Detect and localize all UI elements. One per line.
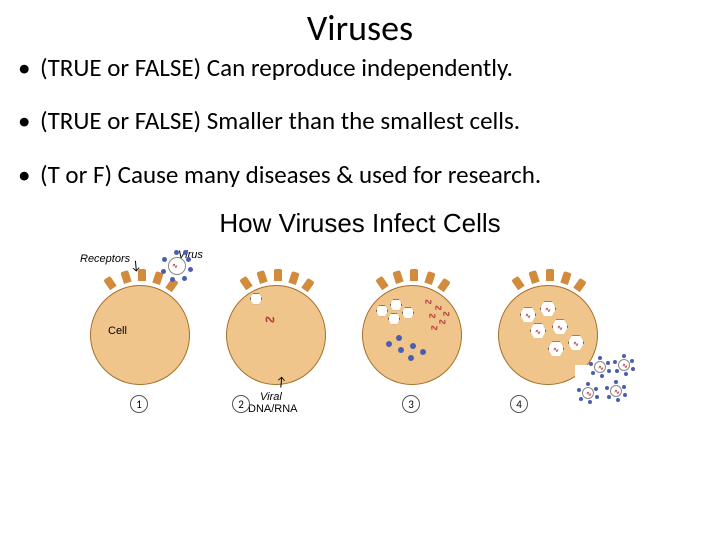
receptor-icon	[274, 269, 282, 281]
step-number: 4	[510, 395, 528, 413]
dnarna-label: DNA/RNA	[248, 403, 298, 415]
receptor-icon	[546, 269, 554, 281]
bullet-item: • (TRUE or FALSE) Can reproduce independ…	[18, 52, 702, 83]
receptor-icon	[528, 270, 539, 284]
receptor-icon	[437, 278, 450, 292]
receptor-icon	[301, 278, 314, 292]
receptor-icon	[103, 276, 116, 290]
receptor-icon	[560, 271, 571, 285]
receptor-icon	[256, 270, 267, 284]
viral-label: Viral	[260, 391, 282, 403]
virus-icon: ∿	[606, 381, 626, 401]
infection-diagram: Receptors ↘ Virus ↘ Cell ∿ 1 ∿ Viral DNA…	[80, 247, 640, 447]
particle-icon	[398, 347, 404, 353]
virus-icon: ∿	[578, 383, 598, 403]
bullet-dot: •	[18, 105, 40, 136]
cell-label: Cell	[108, 325, 127, 337]
receptor-icon	[573, 278, 586, 292]
cell-3	[362, 285, 462, 385]
particle-icon	[396, 335, 402, 341]
receptor-icon	[375, 276, 388, 290]
receptor-icon	[424, 271, 435, 285]
step-number: 1	[130, 395, 148, 413]
receptor-icon	[410, 269, 418, 281]
virus-icon: ∿	[590, 357, 610, 377]
receptor-icon	[138, 269, 146, 281]
bullet-list: • (TRUE or FALSE) Can reproduce independ…	[0, 52, 720, 190]
bullet-item: • (T or F) Cause many diseases & used fo…	[18, 159, 702, 190]
particle-icon	[420, 349, 426, 355]
receptor-icon	[288, 271, 299, 285]
receptor-icon	[392, 270, 403, 284]
bullet-dot: •	[18, 159, 40, 190]
diagram-title: How Viruses Infect Cells	[0, 208, 720, 239]
virus-icon: ∿	[614, 355, 634, 375]
bullet-text: (TRUE or FALSE) Smaller than the smalles…	[40, 105, 520, 136]
receptors-label: Receptors	[80, 253, 130, 265]
bullet-item: • (TRUE or FALSE) Smaller than the small…	[18, 105, 702, 136]
particle-icon	[408, 355, 414, 361]
receptor-icon	[511, 276, 524, 290]
cell-1	[90, 285, 190, 385]
page-title: Viruses	[0, 0, 720, 52]
receptor-icon	[239, 276, 252, 290]
bullet-dot: •	[18, 52, 40, 83]
bullet-text: (T or F) Cause many diseases & used for …	[40, 159, 541, 190]
step-number: 2	[232, 395, 250, 413]
particle-icon	[386, 341, 392, 347]
bullet-text: (TRUE or FALSE) Can reproduce independen…	[40, 52, 513, 83]
cell-2	[226, 285, 326, 385]
step-number: 3	[402, 395, 420, 413]
virus-icon: ∿	[162, 251, 192, 281]
particle-icon	[410, 343, 416, 349]
